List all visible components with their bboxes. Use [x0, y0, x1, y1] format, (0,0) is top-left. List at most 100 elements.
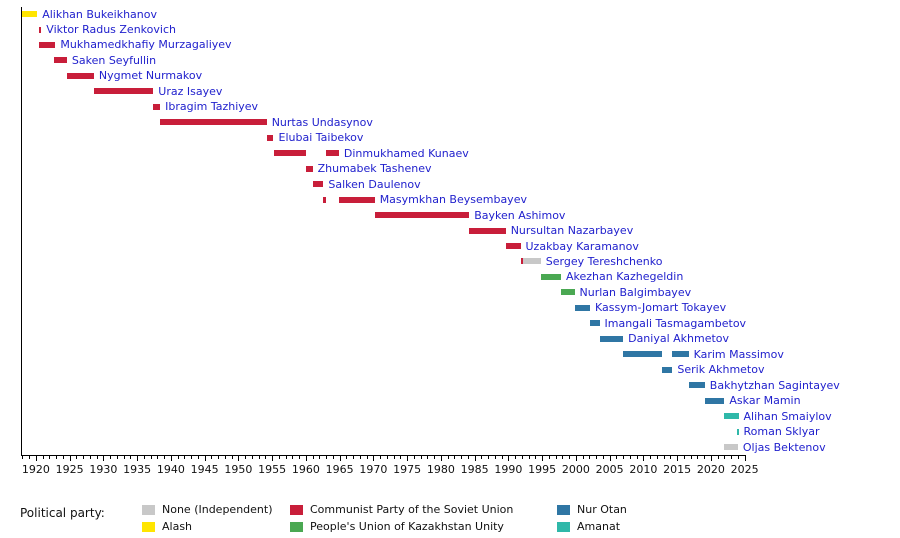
axis-tick-label: 1940 [156, 463, 185, 476]
major-tick [677, 456, 679, 461]
person-label[interactable]: Nurlan Balgimbayev [579, 285, 692, 299]
minor-tick [89, 456, 91, 459]
minor-tick [629, 456, 631, 459]
person-label[interactable]: Nygmet Nurmakov [98, 69, 203, 83]
person-label[interactable]: Zhumabek Tashenev [317, 162, 432, 176]
axis-tick-label: 1970 [359, 463, 388, 476]
minor-tick [515, 456, 517, 459]
minor-tick [366, 456, 368, 459]
term-bar [661, 366, 673, 373]
major-tick [238, 456, 240, 461]
major-tick [272, 456, 274, 461]
minor-tick [130, 456, 132, 459]
term-bar [93, 88, 154, 95]
person-label[interactable]: Dinmukhamed Kunaev [343, 146, 469, 160]
axis-tick-label: 1930 [89, 463, 118, 476]
legend-swatch-cpsu [290, 505, 303, 515]
legend-label-nur_otan: Nur Otan [577, 503, 627, 516]
minor-tick [413, 456, 415, 459]
person-label[interactable]: Askar Mamin [729, 394, 801, 408]
major-tick [204, 456, 206, 461]
minor-tick [150, 456, 152, 459]
minor-tick [56, 456, 58, 459]
minor-tick [623, 456, 625, 459]
major-tick [69, 456, 71, 461]
axis-tick-label: 2015 [663, 463, 692, 476]
major-tick [103, 456, 105, 461]
axis-tick-label: 2005 [595, 463, 624, 476]
person-label[interactable]: Uzakbay Karamanov [525, 239, 639, 253]
person-label[interactable]: Akezhan Kazhegeldin [566, 270, 684, 284]
term-bar [273, 150, 306, 157]
person-label[interactable]: Salken Daulenov [328, 177, 421, 191]
minor-tick [562, 456, 564, 459]
major-tick [170, 456, 172, 461]
term-bar [540, 273, 562, 280]
person-label[interactable]: Alikhan Bukeikhanov [42, 7, 157, 21]
person-label[interactable]: Roman Sklyar [743, 425, 820, 438]
minor-tick [670, 456, 672, 459]
minor-tick [116, 456, 118, 459]
person-label[interactable]: Uraz Isayev [158, 84, 223, 98]
person-label[interactable]: Kassym-Jomart Tokayev [595, 301, 727, 315]
person-label[interactable]: Oljas Bektenov [742, 440, 826, 454]
term-bar [520, 258, 524, 265]
legend-swatch-alash [142, 522, 155, 532]
person-label[interactable]: Sergey Tereshchenko [545, 254, 663, 268]
legend-swatch-none [142, 505, 155, 515]
term-bar [305, 165, 313, 172]
axis-tick-label: 2025 [730, 463, 759, 476]
minor-tick [555, 456, 557, 459]
person-label[interactable]: Alihan Smaiylov [743, 409, 832, 423]
axis-tick-label: 2000 [561, 463, 590, 476]
axis-tick-label: 1950 [224, 463, 253, 476]
person-label[interactable]: Saken Seyfullin [71, 53, 157, 67]
major-tick [744, 456, 746, 461]
minor-tick [724, 456, 726, 459]
minor-tick [292, 456, 294, 459]
major-tick [643, 456, 645, 461]
person-label[interactable]: Nurtas Undasynov [271, 115, 373, 129]
minor-tick [332, 456, 334, 459]
axis-tick-label: 2010 [629, 463, 658, 476]
person-label[interactable]: Karim Massimov [693, 347, 784, 361]
minor-tick [258, 456, 260, 459]
person-label[interactable]: Bakhytzhan Sagintayev [709, 378, 840, 392]
minor-tick [521, 456, 523, 459]
minor-tick [191, 456, 193, 459]
person-label[interactable]: Viktor Radus Zenkovich [46, 23, 176, 36]
person-label[interactable]: Ibragim Tazhiyev [165, 100, 259, 114]
person-label[interactable]: Nursultan Nazarbayev [510, 224, 634, 237]
term-bar [561, 289, 575, 296]
person-label[interactable]: Bayken Ashimov [474, 208, 566, 222]
minor-tick [683, 456, 685, 459]
term-bar [21, 11, 38, 17]
x-axis-line [21, 455, 747, 456]
person-label[interactable]: Imangali Tasmagambetov [604, 316, 747, 330]
person-label[interactable]: Daniyal Akhmetov [628, 332, 730, 346]
axis-tick-label: 1990 [494, 463, 523, 476]
minor-tick [123, 456, 125, 459]
axis-tick-label: 1920 [21, 463, 50, 476]
term-bar [374, 212, 470, 218]
person-label[interactable]: Masymkhan Beysembayev [379, 193, 527, 207]
minor-tick [211, 456, 213, 459]
minor-tick [427, 456, 429, 459]
term-bar [590, 320, 600, 327]
axis-tick-label: 1960 [291, 463, 320, 476]
major-tick [305, 456, 307, 461]
legend: Political party: None (Independent) Alash… [0, 498, 900, 538]
term-bar [672, 351, 689, 358]
term-bar [338, 196, 375, 203]
term-bar [38, 26, 42, 33]
minor-tick [157, 456, 159, 459]
person-label[interactable]: Serik Akhmetov [677, 363, 765, 377]
person-label[interactable]: Mukhamedkhafiy Murzagaliyev [60, 38, 232, 52]
minor-tick [312, 456, 314, 459]
minor-tick [731, 456, 733, 459]
minor-tick [494, 456, 496, 459]
person-label[interactable]: Elubai Taibekov [278, 131, 364, 145]
minor-tick [22, 456, 24, 459]
axis-tick-label: 2020 [696, 463, 725, 476]
